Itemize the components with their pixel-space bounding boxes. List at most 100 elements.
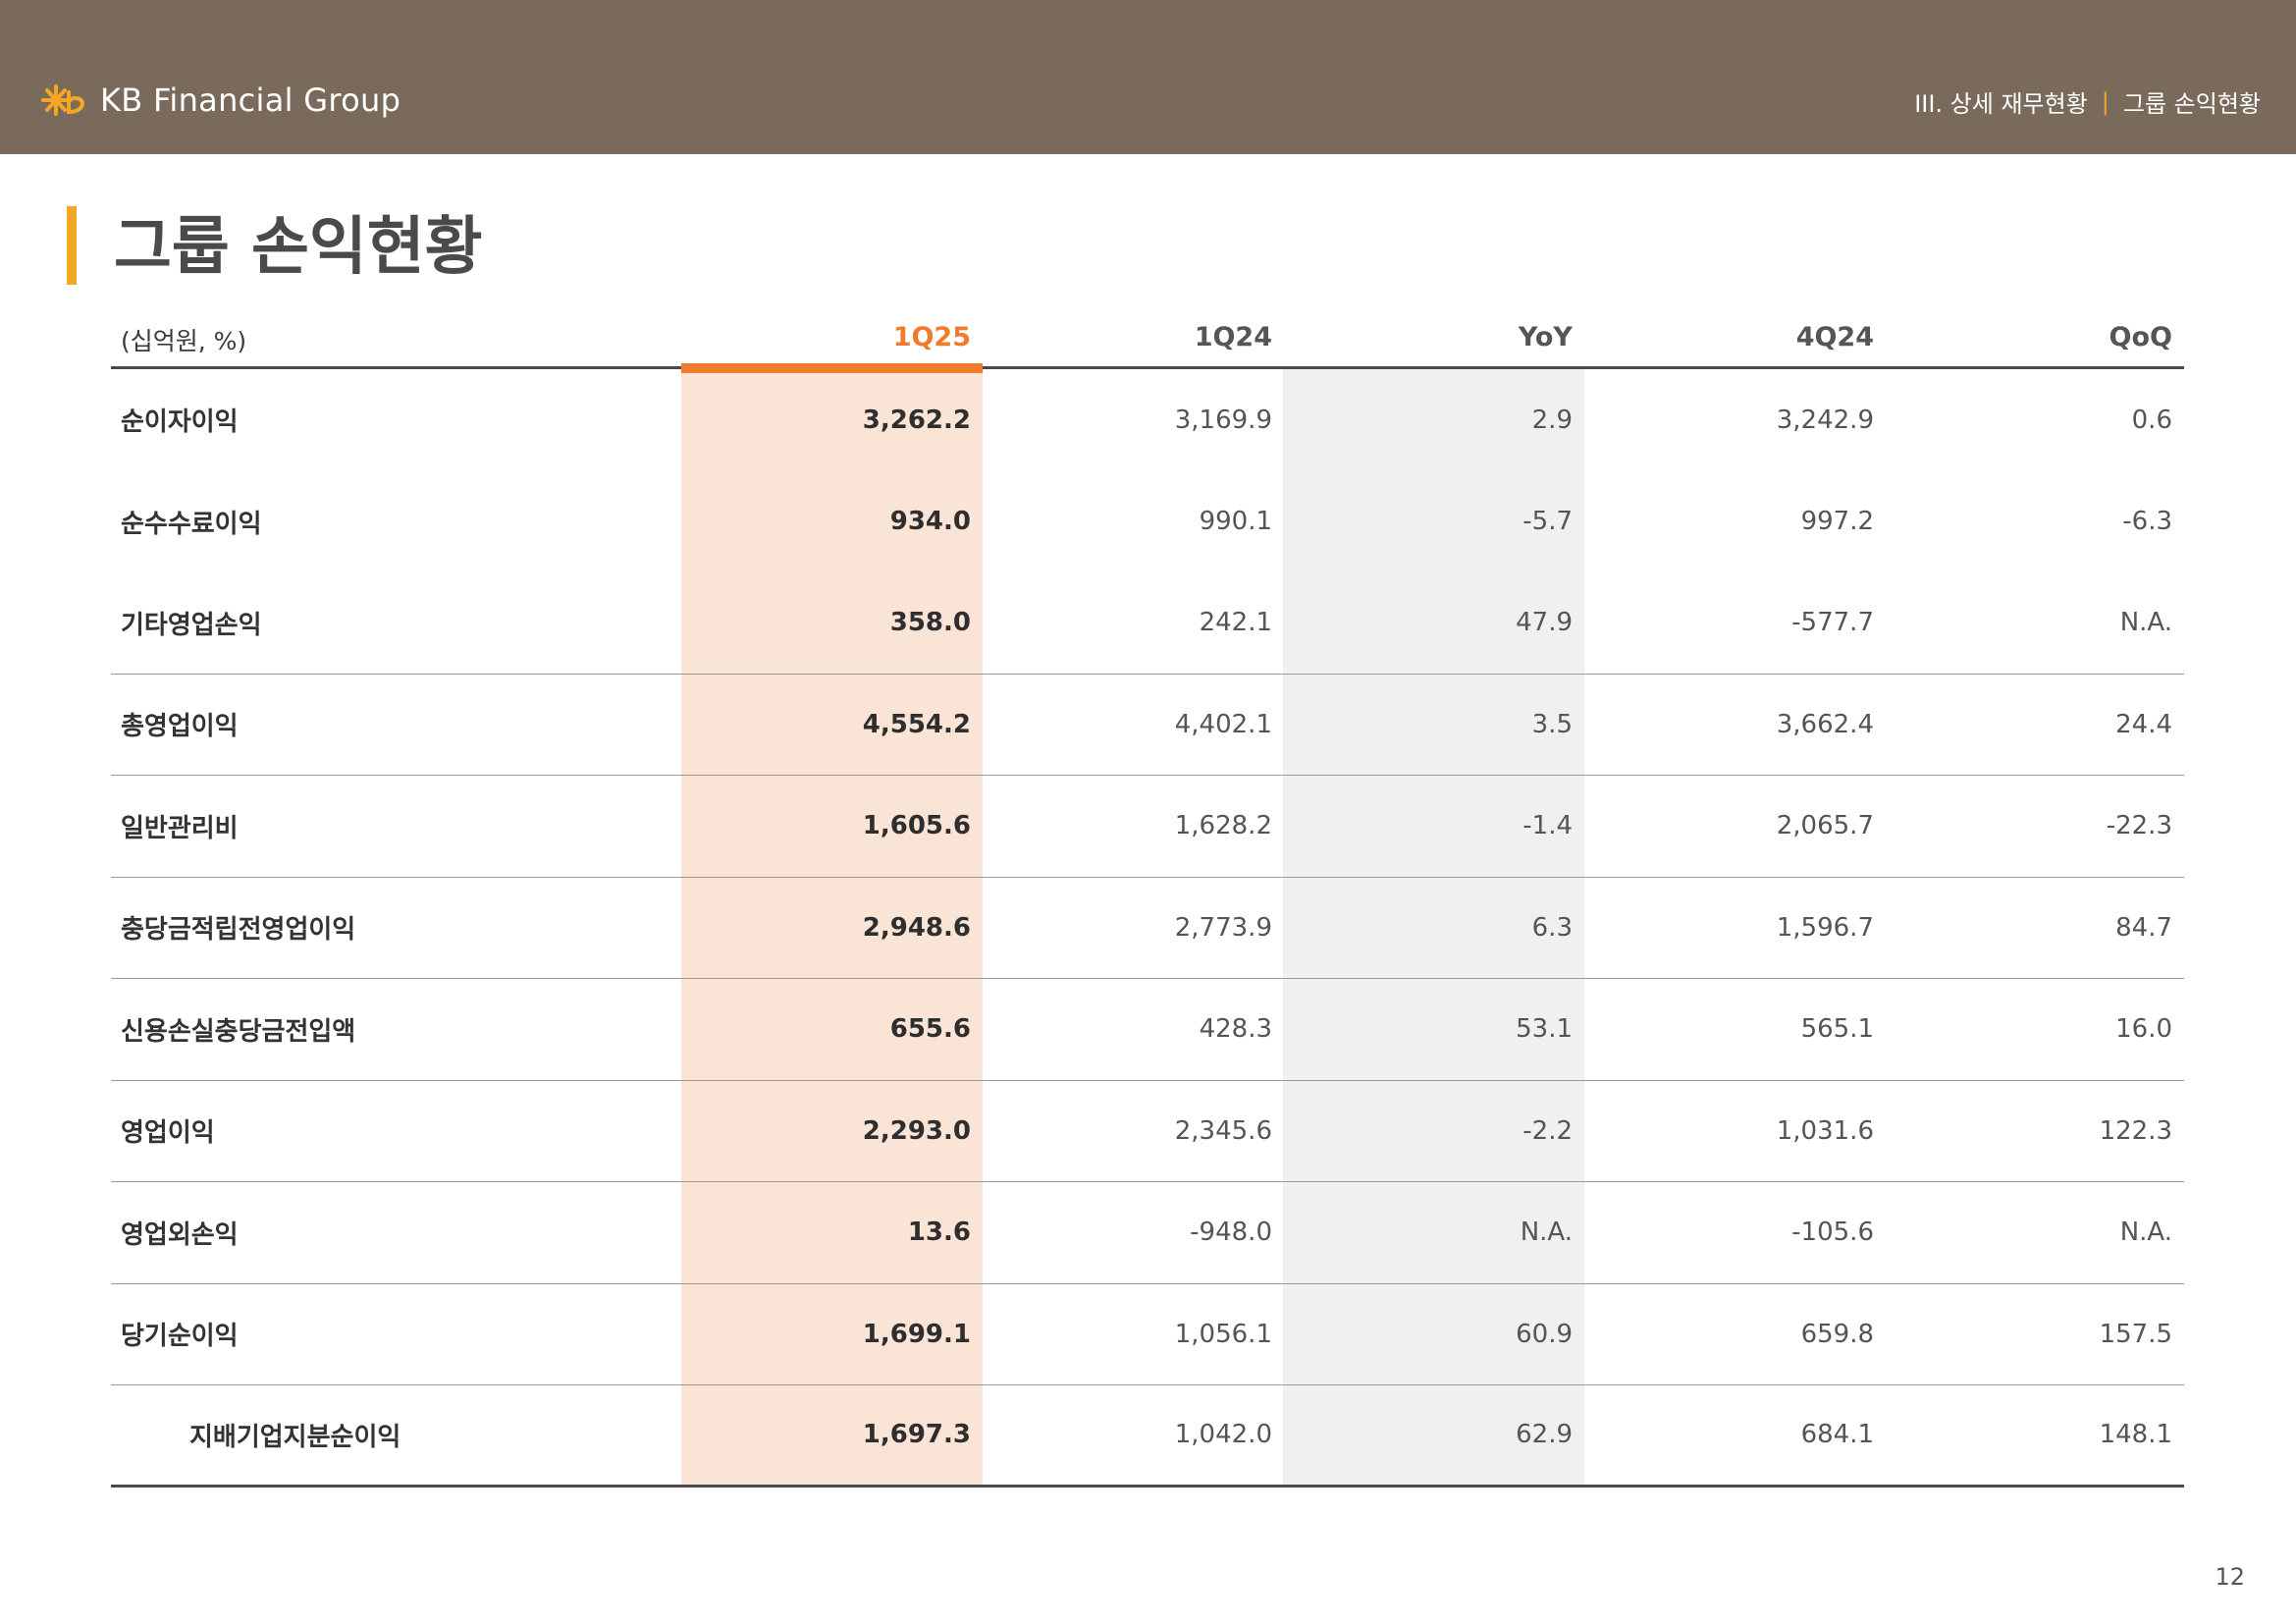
row-label: 당기순이익	[121, 1322, 239, 1352]
value-1q24: 242.1	[1199, 608, 1272, 638]
value-4q24: 2,065.7	[1776, 811, 1874, 841]
value-4q24: 1,596.7	[1776, 912, 1874, 943]
table-row: 영업외손익 13.6 -948.0 N.A. -105.6 N.A.	[111, 1182, 2184, 1284]
column-header-yoy: YoY	[1518, 322, 1573, 352]
table-header: (십억원, %) 1Q25 1Q24 YoY 4Q24 QoQ	[111, 312, 2184, 365]
highlight-column-top-bar	[681, 363, 983, 373]
value-1q24: 4,402.1	[1174, 709, 1272, 739]
row-label: 신용손실충당금전입액	[121, 1016, 356, 1047]
value-1q24: 3,169.9	[1174, 405, 1272, 435]
value-yoy: 6.3	[1531, 912, 1573, 943]
value-qoq: 84.7	[2115, 912, 2172, 943]
value-4q24: -105.6	[1791, 1218, 1874, 1248]
column-header-qoq: QoQ	[2109, 322, 2172, 352]
value-4q24: 997.2	[1800, 507, 1874, 537]
value-yoy: 62.9	[1516, 1420, 1573, 1450]
row-label: 총영업이익	[121, 712, 239, 742]
value-1q25: 13.6	[907, 1218, 971, 1248]
value-qoq: 148.1	[2099, 1420, 2172, 1450]
value-yoy: -2.2	[1522, 1115, 1573, 1146]
value-4q24: 1,031.6	[1776, 1115, 1874, 1146]
value-1q25: 1,697.3	[862, 1420, 971, 1450]
value-qoq: 0.6	[2131, 405, 2172, 435]
page-number: 12	[2215, 1563, 2245, 1591]
value-qoq: N.A.	[2119, 608, 2172, 638]
table-row: 신용손실충당금전입액 655.6 428.3 53.1 565.1 16.0	[111, 979, 2184, 1081]
value-1q25: 1,605.6	[862, 811, 971, 841]
brand[interactable]: KB Financial Group	[39, 81, 400, 120]
value-1q24: 2,773.9	[1174, 912, 1272, 943]
row-label: 지배기업지분순이익	[189, 1422, 401, 1452]
value-4q24: 565.1	[1800, 1014, 1874, 1045]
value-qoq: 16.0	[2115, 1014, 2172, 1045]
value-1q25: 934.0	[889, 507, 971, 537]
value-yoy: -5.7	[1522, 507, 1573, 537]
table-row: 기타영업손익 358.0 242.1 47.9 -577.7 N.A.	[111, 572, 2184, 675]
column-header-1q24: 1Q24	[1194, 322, 1272, 352]
value-1q25: 358.0	[889, 608, 971, 638]
income-table: (십억원, %) 1Q25 1Q24 YoY 4Q24 QoQ 순이자이익 3,…	[111, 312, 2184, 1490]
row-label: 영업이익	[121, 1118, 215, 1149]
value-qoq: 24.4	[2115, 709, 2172, 739]
column-header-1q25: 1Q25	[892, 322, 971, 352]
value-1q25: 1,699.1	[862, 1319, 971, 1349]
value-1q25: 3,262.2	[862, 405, 971, 435]
value-4q24: 659.8	[1800, 1319, 1874, 1349]
value-yoy: 2.9	[1531, 405, 1573, 435]
value-yoy: 47.9	[1516, 608, 1573, 638]
value-1q25: 655.6	[889, 1014, 971, 1045]
value-yoy: 53.1	[1516, 1014, 1573, 1045]
value-1q24: 428.3	[1199, 1014, 1272, 1045]
value-1q25: 2,948.6	[862, 912, 971, 943]
brand-name: KB Financial Group	[100, 81, 401, 119]
header-rule	[111, 366, 2184, 369]
value-1q24: 990.1	[1199, 507, 1272, 537]
row-label: 일반관리비	[121, 813, 239, 843]
table-row: 충당금적립전영업이익 2,948.6 2,773.9 6.3 1,596.7 8…	[111, 878, 2184, 979]
row-label: 순이자이익	[121, 407, 239, 438]
table-row: 순수수료이익 934.0 990.1 -5.7 997.2 -6.3	[111, 471, 2184, 573]
kb-star-logo-icon	[41, 84, 85, 116]
breadcrumb-separator: |	[2101, 87, 2109, 116]
highlight-column-bg	[681, 369, 983, 1487]
value-1q25: 2,293.0	[862, 1115, 971, 1146]
value-4q24: 684.1	[1800, 1420, 1874, 1450]
table-body: 순이자이익 3,262.2 3,169.9 2.9 3,242.9 0.6 순수…	[111, 369, 2184, 1488]
value-qoq: -6.3	[2122, 507, 2172, 537]
table-row: 지배기업지분순이익 1,697.3 1,042.0 62.9 684.1 148…	[111, 1385, 2184, 1488]
value-yoy: -1.4	[1522, 811, 1573, 841]
value-yoy: 60.9	[1516, 1319, 1573, 1349]
breadcrumb-page[interactable]: 그룹 손익현황	[2122, 90, 2261, 118]
value-yoy: N.A.	[1520, 1218, 1573, 1248]
column-header-4q24: 4Q24	[1795, 322, 1874, 352]
breadcrumb-section[interactable]: III. 상세 재무현황	[1914, 90, 2088, 118]
table-row: 순이자이익 3,262.2 3,169.9 2.9 3,242.9 0.6	[111, 369, 2184, 471]
value-qoq: 122.3	[2099, 1115, 2172, 1146]
breadcrumb: III. 상세 재무현황 | 그룹 손익현황	[1914, 84, 2261, 119]
value-yoy: 3.5	[1531, 709, 1573, 739]
row-label: 순수수료이익	[121, 509, 262, 539]
value-4q24: 3,242.9	[1776, 405, 1874, 435]
table-row: 당기순이익 1,699.1 1,056.1 60.9 659.8 157.5	[111, 1284, 2184, 1385]
value-4q24: -577.7	[1791, 608, 1874, 638]
row-label: 영업외손익	[121, 1219, 239, 1250]
value-1q24: 1,056.1	[1174, 1319, 1272, 1349]
title-accent-bar	[67, 206, 77, 285]
table-row: 총영업이익 4,554.2 4,402.1 3.5 3,662.4 24.4	[111, 675, 2184, 776]
value-4q24: 3,662.4	[1776, 709, 1874, 739]
value-1q24: -948.0	[1190, 1218, 1272, 1248]
table-row: 영업이익 2,293.0 2,345.6 -2.2 1,031.6 122.3	[111, 1081, 2184, 1182]
unit-label: (십억원, %)	[121, 327, 247, 355]
row-label: 충당금적립전영업이익	[121, 915, 356, 946]
page-title: 그룹 손익현황	[114, 211, 483, 284]
value-1q24: 1,042.0	[1174, 1420, 1272, 1450]
header-bar: KB Financial Group III. 상세 재무현황 | 그룹 손익현…	[0, 0, 2296, 154]
value-1q25: 4,554.2	[862, 709, 971, 739]
row-label: 기타영업손익	[121, 610, 262, 640]
value-1q24: 2,345.6	[1174, 1115, 1272, 1146]
value-qoq: -22.3	[2106, 811, 2172, 841]
yoy-column-bg	[1283, 369, 1584, 1487]
value-qoq: N.A.	[2119, 1218, 2172, 1248]
value-1q24: 1,628.2	[1174, 811, 1272, 841]
table-row: 일반관리비 1,605.6 1,628.2 -1.4 2,065.7 -22.3	[111, 776, 2184, 878]
